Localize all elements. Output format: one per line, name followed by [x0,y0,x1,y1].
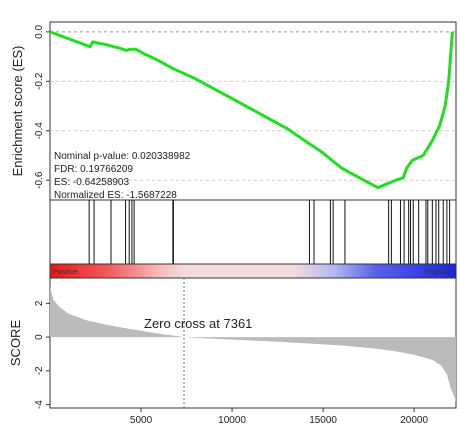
zero-cross-label: Zero cross at 7361 [144,316,252,331]
es-gridlines [50,31,456,181]
score-y-tick-label: 0 [34,334,45,340]
ranked-metric-area [50,286,456,402]
gradient-label-positive: Positive [53,269,78,276]
score-y-axis-label: SCORE [8,320,23,367]
stat-nes: Normalized ES: -1.5687228 [54,190,177,201]
es-y-tick-label: -0.2 [34,72,45,90]
es-y-axis: 0.0 -0.2 -0.4 -0.6 [34,25,50,189]
score-x-tick-label: 15000 [309,415,337,426]
score-x-tick-label: 5000 [130,415,153,426]
score-x-tick-label: 20000 [400,415,428,426]
score-y-tick-label: -2 [34,366,45,375]
stat-fdr: FDR: 0.19766209 [54,164,133,175]
score-y-axis: -4 -2 0 2 [34,300,50,409]
es-y-tick-label: -0.4 [34,122,45,140]
es-y-tick-label: -0.6 [34,171,45,189]
score-panel: Zero cross at 7361 -4 -2 0 2 5000 10000 15000… [8,277,457,426]
es-stats: Nominal p-value: 0.020338982 FDR: 0.1976… [54,151,191,201]
es-y-axis-label: Enrichment score (ES) [10,46,25,177]
gradient-label-negative: Negative [424,269,452,276]
score-x-axis: 5000 10000 15000 20000 [130,408,428,426]
es-y-tick-label: 0.0 [34,25,45,39]
score-y-tick-label: -4 [34,400,45,409]
hits-panel: Positive Negative [49,199,457,279]
stat-pvalue: Nominal p-value: 0.020338982 [54,151,191,162]
es-running-sum-line [49,30,454,190]
score-y-tick-label: 2 [34,300,45,306]
rank-gradient-bar [49,263,457,279]
es-panel: 0.0 -0.2 -0.4 -0.6 Enrichment score (ES) No… [10,21,457,201]
stat-es: ES: -0.64258903 [54,177,129,188]
score-x-tick-label: 10000 [218,415,246,426]
hit-markers [88,200,451,264]
